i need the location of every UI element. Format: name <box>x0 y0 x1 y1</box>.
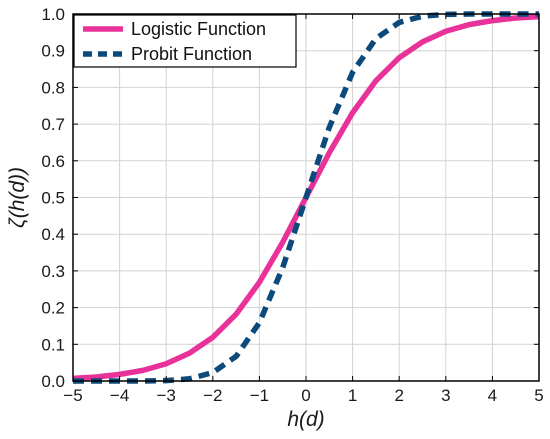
legend-box <box>73 14 297 68</box>
x-tick-label: 3 <box>441 386 450 405</box>
y-tick-label: 0.0 <box>41 372 65 391</box>
y-tick-label: 0.3 <box>41 262 65 281</box>
x-tick-label: −3 <box>157 386 176 405</box>
x-axis-label: h(d) <box>287 408 324 431</box>
legend-label-logistic: Logistic Function <box>131 19 266 39</box>
x-tick-label: 1 <box>348 386 357 405</box>
x-tick-label: 0 <box>301 386 310 405</box>
x-tick-label: 5 <box>534 386 543 405</box>
y-tick-label: 0.1 <box>41 335 65 354</box>
y-tick-label: 0.2 <box>41 299 65 318</box>
y-tick-label: 0.8 <box>41 78 65 97</box>
x-tick-label: −5 <box>63 386 82 405</box>
y-tick-label: 0.4 <box>41 225 65 244</box>
x-tick-label: 4 <box>488 386 497 405</box>
legend: Logistic Function Probit Function <box>73 14 297 68</box>
y-tick-label: 0.5 <box>41 189 65 208</box>
y-tick-label: 0.6 <box>41 152 65 171</box>
x-tick-label: −4 <box>110 386 129 405</box>
x-tick-label: −2 <box>203 386 222 405</box>
legend-label-probit: Probit Function <box>131 44 252 64</box>
y-tick-label: 0.7 <box>41 115 65 134</box>
ticks: −5 −4 −3 −2 −1 0 1 2 3 4 5 0.0 0.1 0.2 0.3 0.4 0.5 0.6 0.7… <box>41 5 543 405</box>
x-tick-label: −1 <box>250 386 269 405</box>
y-axis-label: ζ(h(d)) <box>6 167 29 228</box>
y-tick-label: 0.9 <box>41 42 65 61</box>
x-tick-label: 2 <box>394 386 403 405</box>
y-tick-label: 1.0 <box>41 5 65 24</box>
